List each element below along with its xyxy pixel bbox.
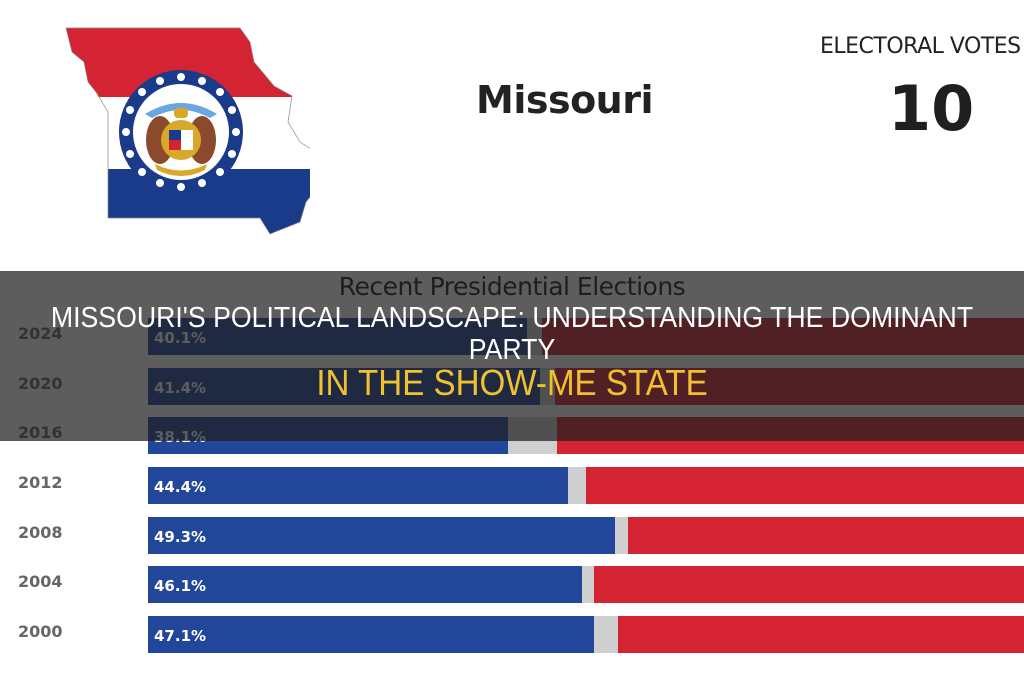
- chart-row: 2012 44.4%: [0, 467, 1024, 507]
- year-label: 2004: [18, 572, 63, 591]
- rep-bar: [594, 566, 1024, 603]
- other-bar: [582, 566, 594, 603]
- title-overlay: [0, 271, 1024, 441]
- subheadline: IN THE SHOW-ME STATE: [316, 362, 708, 403]
- dem-bar: 46.1%: [148, 566, 582, 603]
- rep-bar: [618, 616, 1024, 653]
- electoral-votes-label: ELECTORAL VOTES: [820, 34, 1021, 59]
- rep-bar: [586, 467, 1024, 504]
- headline: MISSOURI'S POLITICAL LANDSCAPE: UNDERSTA…: [50, 302, 974, 366]
- other-bar: [594, 616, 618, 653]
- other-bar: [568, 467, 586, 504]
- chart-row: 2004 46.1%: [0, 566, 1024, 606]
- state-name: Missouri: [476, 78, 654, 122]
- year-label: 2000: [18, 622, 63, 641]
- chart-row: 2008 49.3%: [0, 517, 1024, 557]
- dem-bar: 49.3%: [148, 517, 615, 554]
- chart-row: 2000 47.1%: [0, 616, 1024, 656]
- other-bar: [615, 517, 628, 554]
- electoral-votes-value: 10: [888, 72, 975, 145]
- dem-percent: 49.3%: [154, 528, 207, 546]
- dem-percent: 46.1%: [154, 577, 207, 595]
- year-label: 2008: [18, 523, 63, 542]
- dem-percent: 47.1%: [154, 627, 207, 645]
- rep-bar: [628, 517, 1024, 554]
- dem-bar: 44.4%: [148, 467, 568, 504]
- year-label: 2012: [18, 473, 63, 492]
- dem-percent: 44.4%: [154, 478, 207, 496]
- dem-bar: 47.1%: [148, 616, 594, 653]
- missouri-flag-map-icon: [65, 27, 310, 235]
